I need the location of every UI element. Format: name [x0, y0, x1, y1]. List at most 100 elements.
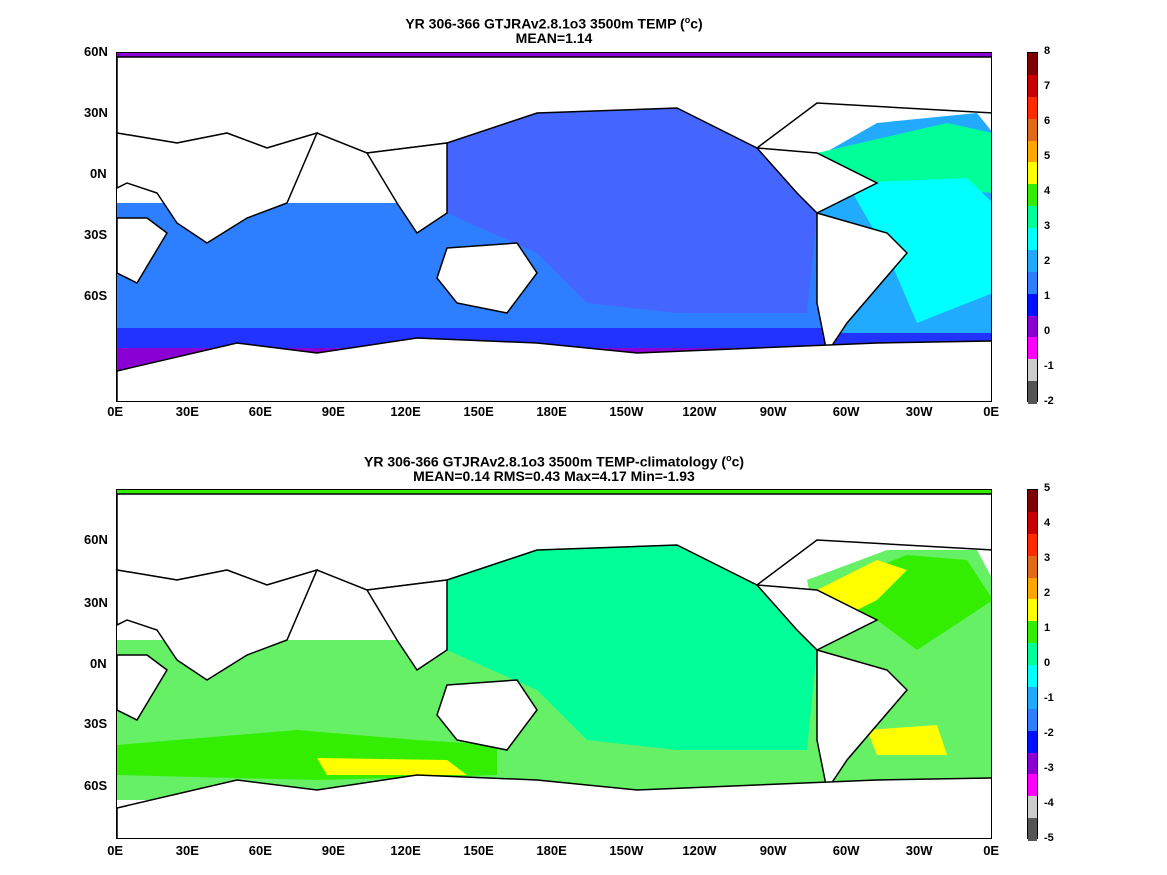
p1-lon-label: 150W	[609, 404, 644, 419]
p2-lon-label: 60E	[248, 843, 272, 858]
p2-lon-label: 30E	[175, 843, 199, 858]
p1-lat-label: 30N	[84, 105, 108, 120]
p1-lon-label: 90W	[759, 404, 787, 419]
p2-lon-label: 0E	[983, 843, 1000, 858]
p1-lat-label: 60S	[84, 288, 108, 303]
p2-lat-label: 60N	[84, 532, 108, 547]
p1-lon-label: 0E	[983, 404, 1000, 419]
p2-yellow-south	[867, 725, 947, 755]
p2-arctic-strip	[117, 490, 991, 494]
p2-lon-label: 120E	[390, 843, 421, 858]
p2-lon-label: 30W	[905, 843, 933, 858]
p1-atlantic-north	[817, 123, 991, 193]
colorbar-tick-label: -2	[1044, 395, 1054, 407]
colorbar-segment	[1028, 730, 1037, 753]
colorbar-segment	[1028, 118, 1037, 141]
colorbar-segment	[1028, 577, 1037, 600]
colorbar-tick-label: 2	[1044, 255, 1051, 267]
p2-lon-label: 90W	[759, 843, 787, 858]
panel2-title: YR 306-366 GTJRAv2.8.1o3 3500m TEMP-clim…	[363, 453, 745, 470]
p2-lon-label: 0E	[107, 843, 124, 858]
p1-lon-label: 60E	[248, 404, 272, 419]
colorbar-segment	[1028, 228, 1037, 251]
panel1-map-svg	[117, 53, 991, 401]
colorbar-tick-label: 6	[1044, 115, 1051, 127]
p2-pacific	[447, 545, 817, 750]
p1-colorbar	[1027, 52, 1038, 404]
p2-lat-label: 60S	[84, 778, 108, 793]
colorbar-tick-label: 3	[1044, 552, 1051, 564]
colorbar-segment	[1028, 140, 1037, 163]
colorbar-segment	[1028, 555, 1037, 578]
colorbar-segment	[1028, 249, 1037, 273]
p1-pacific	[447, 108, 817, 313]
p2-lat-label: 30S	[84, 716, 108, 731]
p1-lat-label: 0N	[90, 166, 107, 181]
colorbar-tick-label: 5	[1044, 150, 1051, 162]
colorbar-tick-label: 0	[1044, 325, 1051, 337]
colorbar-segment	[1028, 599, 1037, 622]
colorbar-tick-label: -4	[1044, 797, 1054, 809]
p1-lon-label: 150E	[463, 404, 494, 419]
colorbar-tick-label: 3	[1044, 220, 1051, 232]
p2-colorbar	[1027, 489, 1038, 841]
colorbar-segment	[1028, 533, 1037, 557]
colorbar-tick-label: 8	[1044, 45, 1051, 57]
colorbar-segment	[1028, 490, 1037, 513]
colorbar-segment	[1028, 818, 1037, 841]
colorbar-segment	[1028, 162, 1037, 185]
p2-lon-label: 150W	[609, 843, 644, 858]
panel2-map	[116, 489, 992, 839]
colorbar-tick-label: 4	[1044, 517, 1051, 529]
colorbar-segment	[1028, 752, 1037, 775]
colorbar-segment	[1028, 359, 1037, 382]
p1-arctic-strip	[117, 53, 991, 57]
p2-land	[117, 493, 991, 838]
colorbar-tick-label: 1	[1044, 622, 1051, 634]
colorbar-tick-label: 5	[1044, 482, 1051, 494]
p1-lon-label: 30W	[905, 404, 933, 419]
panel1-stats: MEAN=1.14	[515, 30, 593, 46]
p2-lat-label: 30N	[84, 595, 108, 610]
p2-lon-label: 180E	[536, 843, 567, 858]
colorbar-segment	[1028, 337, 1037, 360]
p2-yellow-indian	[317, 758, 467, 775]
p2-lon-label: 150E	[463, 843, 494, 858]
p1-atlantic-cyan	[847, 178, 991, 323]
p1-lon-label: 90E	[321, 404, 345, 419]
colorbar-segment	[1028, 643, 1037, 666]
colorbar-tick-label: -1	[1044, 360, 1054, 372]
p1-lon-label: 120W	[682, 404, 717, 419]
colorbar-tick-label: -3	[1044, 762, 1054, 774]
colorbar-segment	[1028, 271, 1037, 295]
colorbar-tick-label: -5	[1044, 832, 1054, 844]
colorbar-segment	[1028, 74, 1037, 98]
p1-lon-label: 180E	[536, 404, 567, 419]
p1-lon-label: 120E	[390, 404, 421, 419]
p2-lat-label: 0N	[90, 656, 107, 671]
p2-lon-label: 60W	[832, 843, 860, 858]
p1-land	[117, 56, 991, 401]
p1-lat-label: 60N	[84, 44, 108, 59]
colorbar-segment	[1028, 774, 1037, 797]
panel1-map	[116, 52, 992, 402]
colorbar-segment	[1028, 381, 1037, 404]
panel2-map-svg	[117, 490, 991, 838]
p1-lat-label: 30S	[84, 227, 108, 242]
colorbar-segment	[1028, 315, 1037, 338]
colorbar-tick-label: 0	[1044, 657, 1051, 669]
p1-lon-label: 0E	[107, 404, 124, 419]
colorbar-tick-label: 1	[1044, 290, 1051, 302]
p1-lon-label: 30E	[175, 404, 199, 419]
colorbar-segment	[1028, 53, 1037, 76]
colorbar-segment	[1028, 665, 1037, 688]
p2-lon-label: 90E	[321, 843, 345, 858]
colorbar-segment	[1028, 96, 1037, 120]
colorbar-tick-label: 4	[1044, 185, 1051, 197]
colorbar-segment	[1028, 621, 1037, 644]
colorbar-segment	[1028, 708, 1037, 732]
panel2-stats: MEAN=0.14 RMS=0.43 Max=4.17 Min=-1.93	[413, 468, 695, 484]
colorbar-segment	[1028, 184, 1037, 207]
colorbar-segment	[1028, 206, 1037, 229]
colorbar-segment	[1028, 293, 1037, 316]
